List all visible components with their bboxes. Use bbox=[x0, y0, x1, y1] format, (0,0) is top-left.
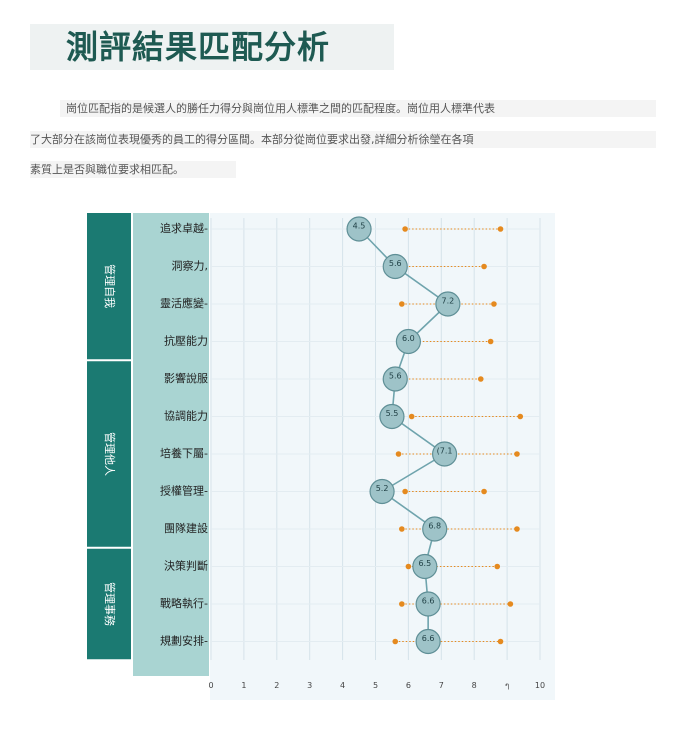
score-label: 5.5 bbox=[386, 409, 399, 418]
x-tick-label: 1 bbox=[241, 681, 246, 690]
category-label: 決策判斷 bbox=[164, 559, 208, 573]
group-label: 管理自我 bbox=[103, 264, 117, 308]
category-label: 授權管理- bbox=[160, 484, 208, 498]
category-label: 培養下屬- bbox=[160, 446, 208, 460]
x-tick-label: 10 bbox=[535, 681, 545, 690]
intro-line-3: 素質上是否與職位要求相匹配。 bbox=[30, 161, 236, 178]
x-tick-label: 6 bbox=[406, 681, 411, 690]
score-label: (7.1 bbox=[437, 447, 453, 456]
standard-range-high-marker bbox=[497, 638, 504, 645]
x-tick-label: 8 bbox=[472, 681, 477, 690]
category-label: 抗壓能力 bbox=[164, 334, 208, 348]
x-tick-label: 5 bbox=[373, 681, 378, 690]
score-node bbox=[422, 516, 448, 542]
category-label: 戰略執行- bbox=[160, 596, 208, 610]
standard-range-low-marker bbox=[408, 413, 415, 420]
group-band bbox=[87, 361, 131, 547]
standard-range-high-marker bbox=[477, 376, 484, 382]
group-band bbox=[87, 213, 131, 360]
x-tick-label: 2 bbox=[274, 681, 279, 690]
title-background bbox=[30, 24, 394, 70]
standard-range-high-marker bbox=[481, 488, 487, 495]
standard-range-low-marker bbox=[395, 451, 402, 457]
score-node bbox=[395, 328, 421, 355]
score-node bbox=[382, 366, 408, 392]
score-label: 6.8 bbox=[428, 522, 441, 531]
standard-range-low-marker bbox=[399, 301, 405, 307]
standard-range-low-marker bbox=[399, 526, 405, 532]
standard-range-low-marker bbox=[399, 601, 405, 607]
standard-range-high-marker bbox=[507, 601, 514, 607]
score-node bbox=[431, 441, 458, 467]
intro-line-2: 了大部分在該崗位表現優秀的員工的得分區間。本部分從崗位要求出發,詳細分析徐瑩在各… bbox=[30, 131, 656, 148]
standard-range-high-marker bbox=[514, 526, 520, 532]
group-label: 管理事務 bbox=[103, 582, 117, 626]
score-label: 7.2 bbox=[442, 297, 455, 306]
score-label: 5.6 bbox=[389, 372, 402, 381]
standard-range-high-marker bbox=[514, 451, 520, 457]
score-node bbox=[415, 628, 441, 655]
intro-line-1: 崗位匹配指的是候選人的勝任力得分與崗位用人標準之間的匹配程度。崗位用人標準代表 bbox=[60, 100, 656, 117]
group-label: 管理他人 bbox=[103, 432, 117, 476]
standard-range-high-marker bbox=[494, 563, 501, 570]
category-label-panel bbox=[133, 213, 209, 676]
score-label: 5.2 bbox=[376, 484, 389, 493]
standard-range-high-marker bbox=[517, 413, 524, 420]
score-label: 6.6 bbox=[422, 597, 435, 606]
x-tick-label: ๆ bbox=[505, 681, 509, 690]
category-label: 團隊建設 bbox=[164, 521, 208, 535]
standard-range-high-marker bbox=[481, 263, 487, 270]
page-title: 測評結果匹配分析 bbox=[66, 28, 331, 66]
score-node bbox=[415, 591, 441, 617]
score-node bbox=[382, 253, 408, 280]
score-label: 4.5 bbox=[353, 222, 366, 231]
x-tick-label: 4 bbox=[340, 681, 345, 690]
standard-range-high-marker bbox=[487, 338, 494, 345]
score-node bbox=[369, 478, 395, 505]
x-tick-label: 3 bbox=[307, 681, 312, 690]
category-label: 洞察力, bbox=[172, 259, 209, 273]
standard-range-high-marker bbox=[491, 301, 497, 307]
standard-range-low-marker bbox=[405, 563, 412, 570]
category-label: 影響說服 bbox=[164, 371, 208, 385]
category-label: 規劃安排- bbox=[160, 634, 208, 648]
standard-range-low-marker bbox=[402, 226, 408, 232]
score-node bbox=[435, 291, 461, 317]
score-label: 6.6 bbox=[422, 634, 435, 643]
standard-range-high-marker bbox=[497, 226, 504, 232]
score-node bbox=[346, 216, 372, 242]
category-label: 追求卓越- bbox=[160, 221, 208, 235]
category-label: 靈活應變- bbox=[160, 296, 208, 310]
standard-range-low-marker bbox=[402, 488, 408, 495]
x-tick-label: 7 bbox=[439, 681, 444, 690]
x-tick-label: 0 bbox=[208, 681, 213, 690]
group-band bbox=[87, 548, 131, 660]
category-label: 協調能力 bbox=[164, 409, 208, 423]
score-node bbox=[379, 403, 405, 430]
plot-area bbox=[210, 213, 555, 700]
score-label: 5.6 bbox=[389, 259, 402, 268]
score-node bbox=[412, 553, 438, 580]
standard-range-low-marker bbox=[392, 638, 399, 645]
score-label: 6.0 bbox=[402, 334, 415, 343]
score-label: 6.5 bbox=[418, 559, 431, 568]
